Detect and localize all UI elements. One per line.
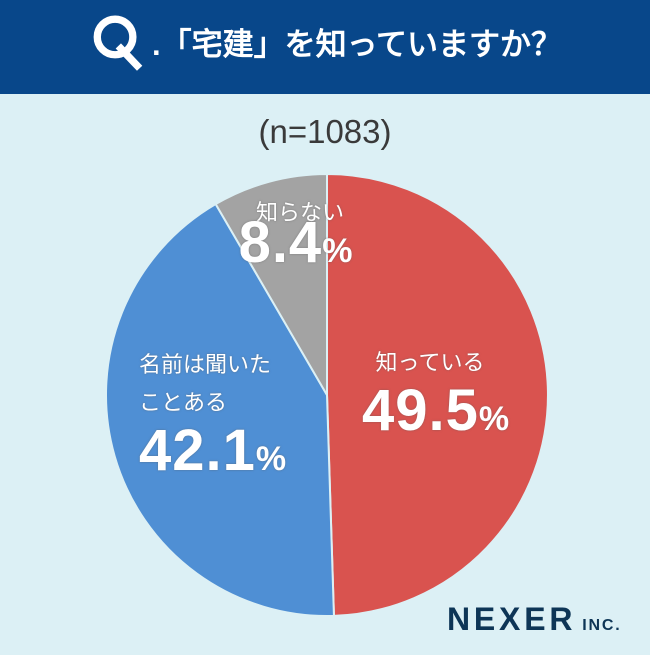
svg-text:名前は聞いた: 名前は聞いた — [139, 352, 271, 377]
svg-text:ことある: ことある — [139, 390, 227, 415]
svg-text:知っている: 知っている — [376, 350, 485, 375]
